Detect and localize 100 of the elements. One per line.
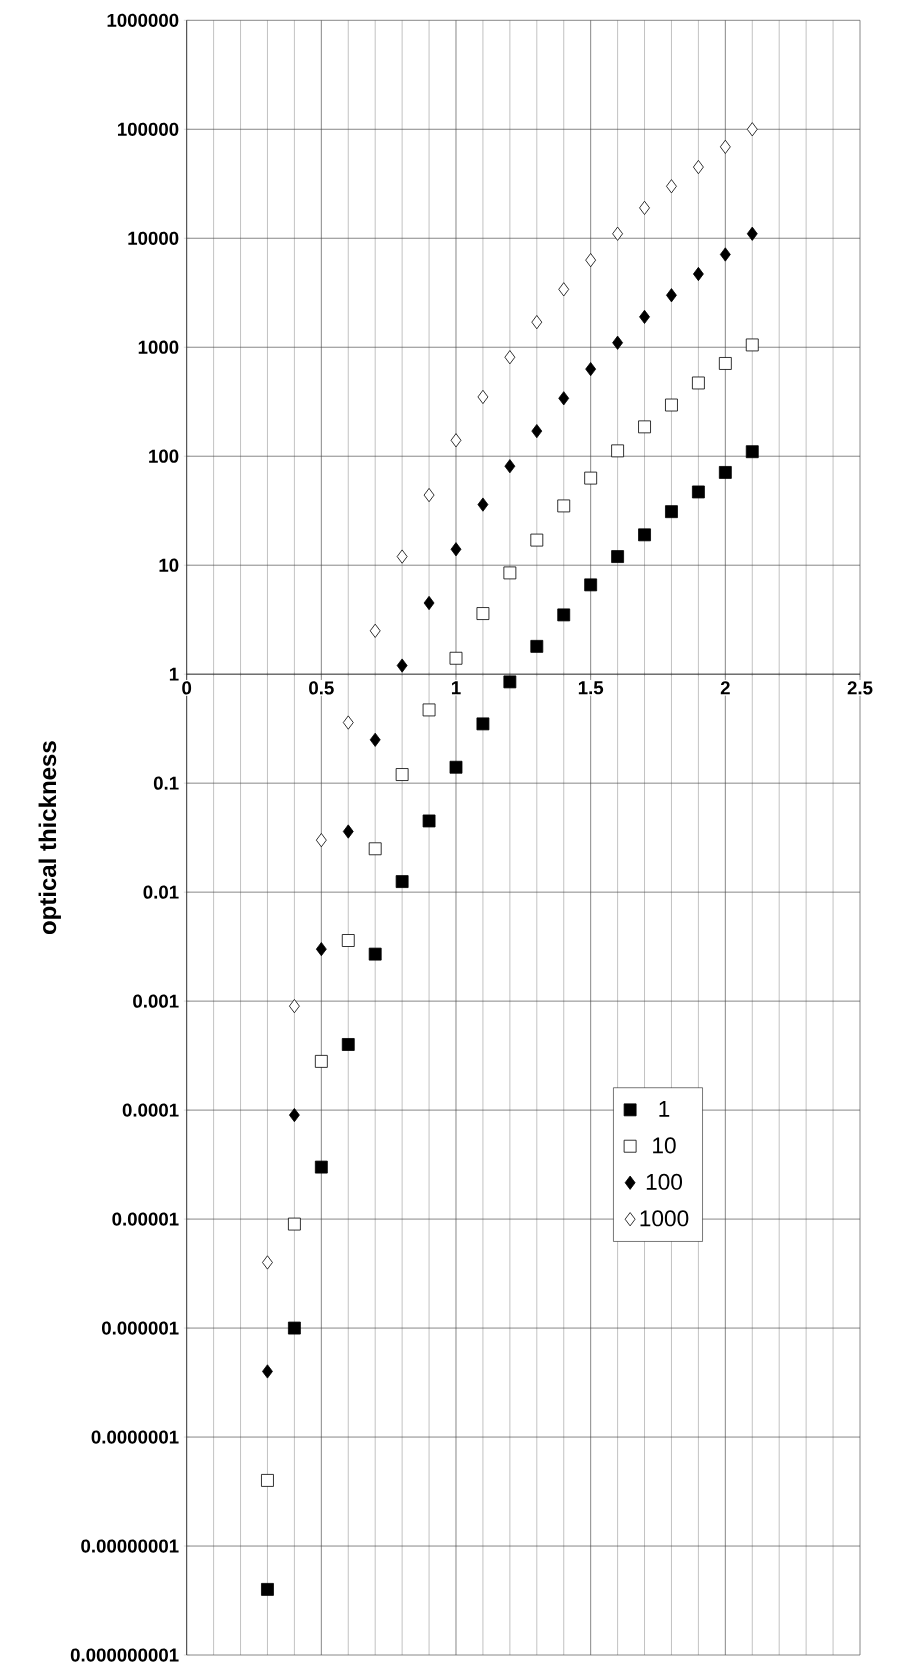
point xyxy=(450,433,462,448)
point xyxy=(288,1217,301,1231)
point xyxy=(693,160,704,175)
point xyxy=(531,424,543,439)
point xyxy=(262,1255,273,1270)
point xyxy=(396,549,408,564)
y-tick-label: 0.00001 xyxy=(112,1212,179,1226)
point xyxy=(612,226,623,241)
point xyxy=(585,253,597,268)
point xyxy=(395,875,409,888)
point xyxy=(369,732,381,747)
point xyxy=(558,391,570,406)
point xyxy=(449,651,463,665)
y-tick-label: 0.00000001 xyxy=(81,1539,179,1553)
point xyxy=(396,658,408,673)
y-tick-label: 1 xyxy=(169,667,179,681)
point xyxy=(288,1321,301,1335)
x-tick-label: 1 xyxy=(451,681,461,695)
point xyxy=(342,824,354,839)
y-tick-label: 0.000001 xyxy=(101,1321,179,1335)
y-tick-label: 100 xyxy=(149,449,179,463)
legend-label: 10 xyxy=(653,1137,676,1154)
y-axis-title: optical thickness xyxy=(38,741,61,935)
point xyxy=(719,247,731,262)
point xyxy=(665,398,678,412)
point xyxy=(745,338,759,352)
y-tick-label: 1000000 xyxy=(107,13,179,27)
point xyxy=(584,578,598,592)
x-tick-label: 0 xyxy=(182,681,192,695)
point xyxy=(341,934,355,947)
point xyxy=(530,639,544,653)
y-tick-label: 0.000000001 xyxy=(70,1648,179,1662)
point xyxy=(718,357,732,370)
point xyxy=(423,488,435,503)
point xyxy=(612,335,623,350)
y-tick-label: 0.1 xyxy=(153,776,179,790)
point xyxy=(262,1364,273,1379)
point xyxy=(503,566,517,580)
point xyxy=(530,533,544,547)
point xyxy=(665,505,678,519)
point xyxy=(504,459,516,474)
point xyxy=(369,623,381,638)
y-tick-label: 0.01 xyxy=(143,885,179,899)
point xyxy=(666,288,677,303)
point xyxy=(746,226,758,241)
point xyxy=(611,550,624,563)
point xyxy=(503,675,517,689)
point xyxy=(476,607,490,620)
point xyxy=(314,1054,328,1068)
legend-label: 1 xyxy=(659,1101,670,1117)
y-tick-label: 10000 xyxy=(128,231,179,245)
point xyxy=(368,842,382,856)
point xyxy=(692,485,705,499)
point xyxy=(341,1038,355,1051)
point xyxy=(692,376,705,390)
point xyxy=(261,1474,274,1487)
y-tick-label: 10 xyxy=(159,558,179,572)
y-tick-label: 0.0000001 xyxy=(91,1430,179,1444)
point xyxy=(745,445,759,459)
point xyxy=(666,179,677,194)
point xyxy=(450,542,462,557)
point xyxy=(315,833,327,848)
point xyxy=(477,389,489,404)
point xyxy=(639,309,650,324)
point xyxy=(531,315,543,330)
point xyxy=(422,703,436,717)
point xyxy=(718,466,732,479)
point xyxy=(289,999,300,1014)
point xyxy=(368,947,382,961)
point xyxy=(746,122,758,137)
y-tick-label: 0.0001 xyxy=(122,1103,179,1117)
point xyxy=(557,499,571,513)
point xyxy=(557,608,571,622)
y-tick-label: 100000 xyxy=(117,122,179,136)
point xyxy=(477,497,489,512)
point xyxy=(314,1160,328,1174)
point xyxy=(395,768,409,781)
point xyxy=(584,471,598,485)
point xyxy=(476,717,490,731)
point xyxy=(638,420,651,434)
y-tick-label: 1000 xyxy=(138,340,179,354)
point xyxy=(504,350,516,365)
point xyxy=(449,760,463,774)
point xyxy=(611,444,624,458)
point xyxy=(315,942,327,957)
point xyxy=(423,595,435,611)
point xyxy=(638,528,651,542)
x-tick-label: 2.5 xyxy=(847,681,873,695)
point xyxy=(719,139,731,154)
y-tick-label: 0.001 xyxy=(133,994,179,1008)
legend-label: 100 xyxy=(646,1173,683,1190)
x-tick-label: 2 xyxy=(720,681,730,695)
point xyxy=(639,200,650,215)
x-tick-label: 1.5 xyxy=(578,681,604,695)
point xyxy=(261,1583,274,1596)
point xyxy=(558,282,570,297)
point xyxy=(342,715,354,730)
point xyxy=(422,814,436,828)
point xyxy=(289,1108,300,1123)
legend-label: 1000 xyxy=(640,1210,689,1227)
